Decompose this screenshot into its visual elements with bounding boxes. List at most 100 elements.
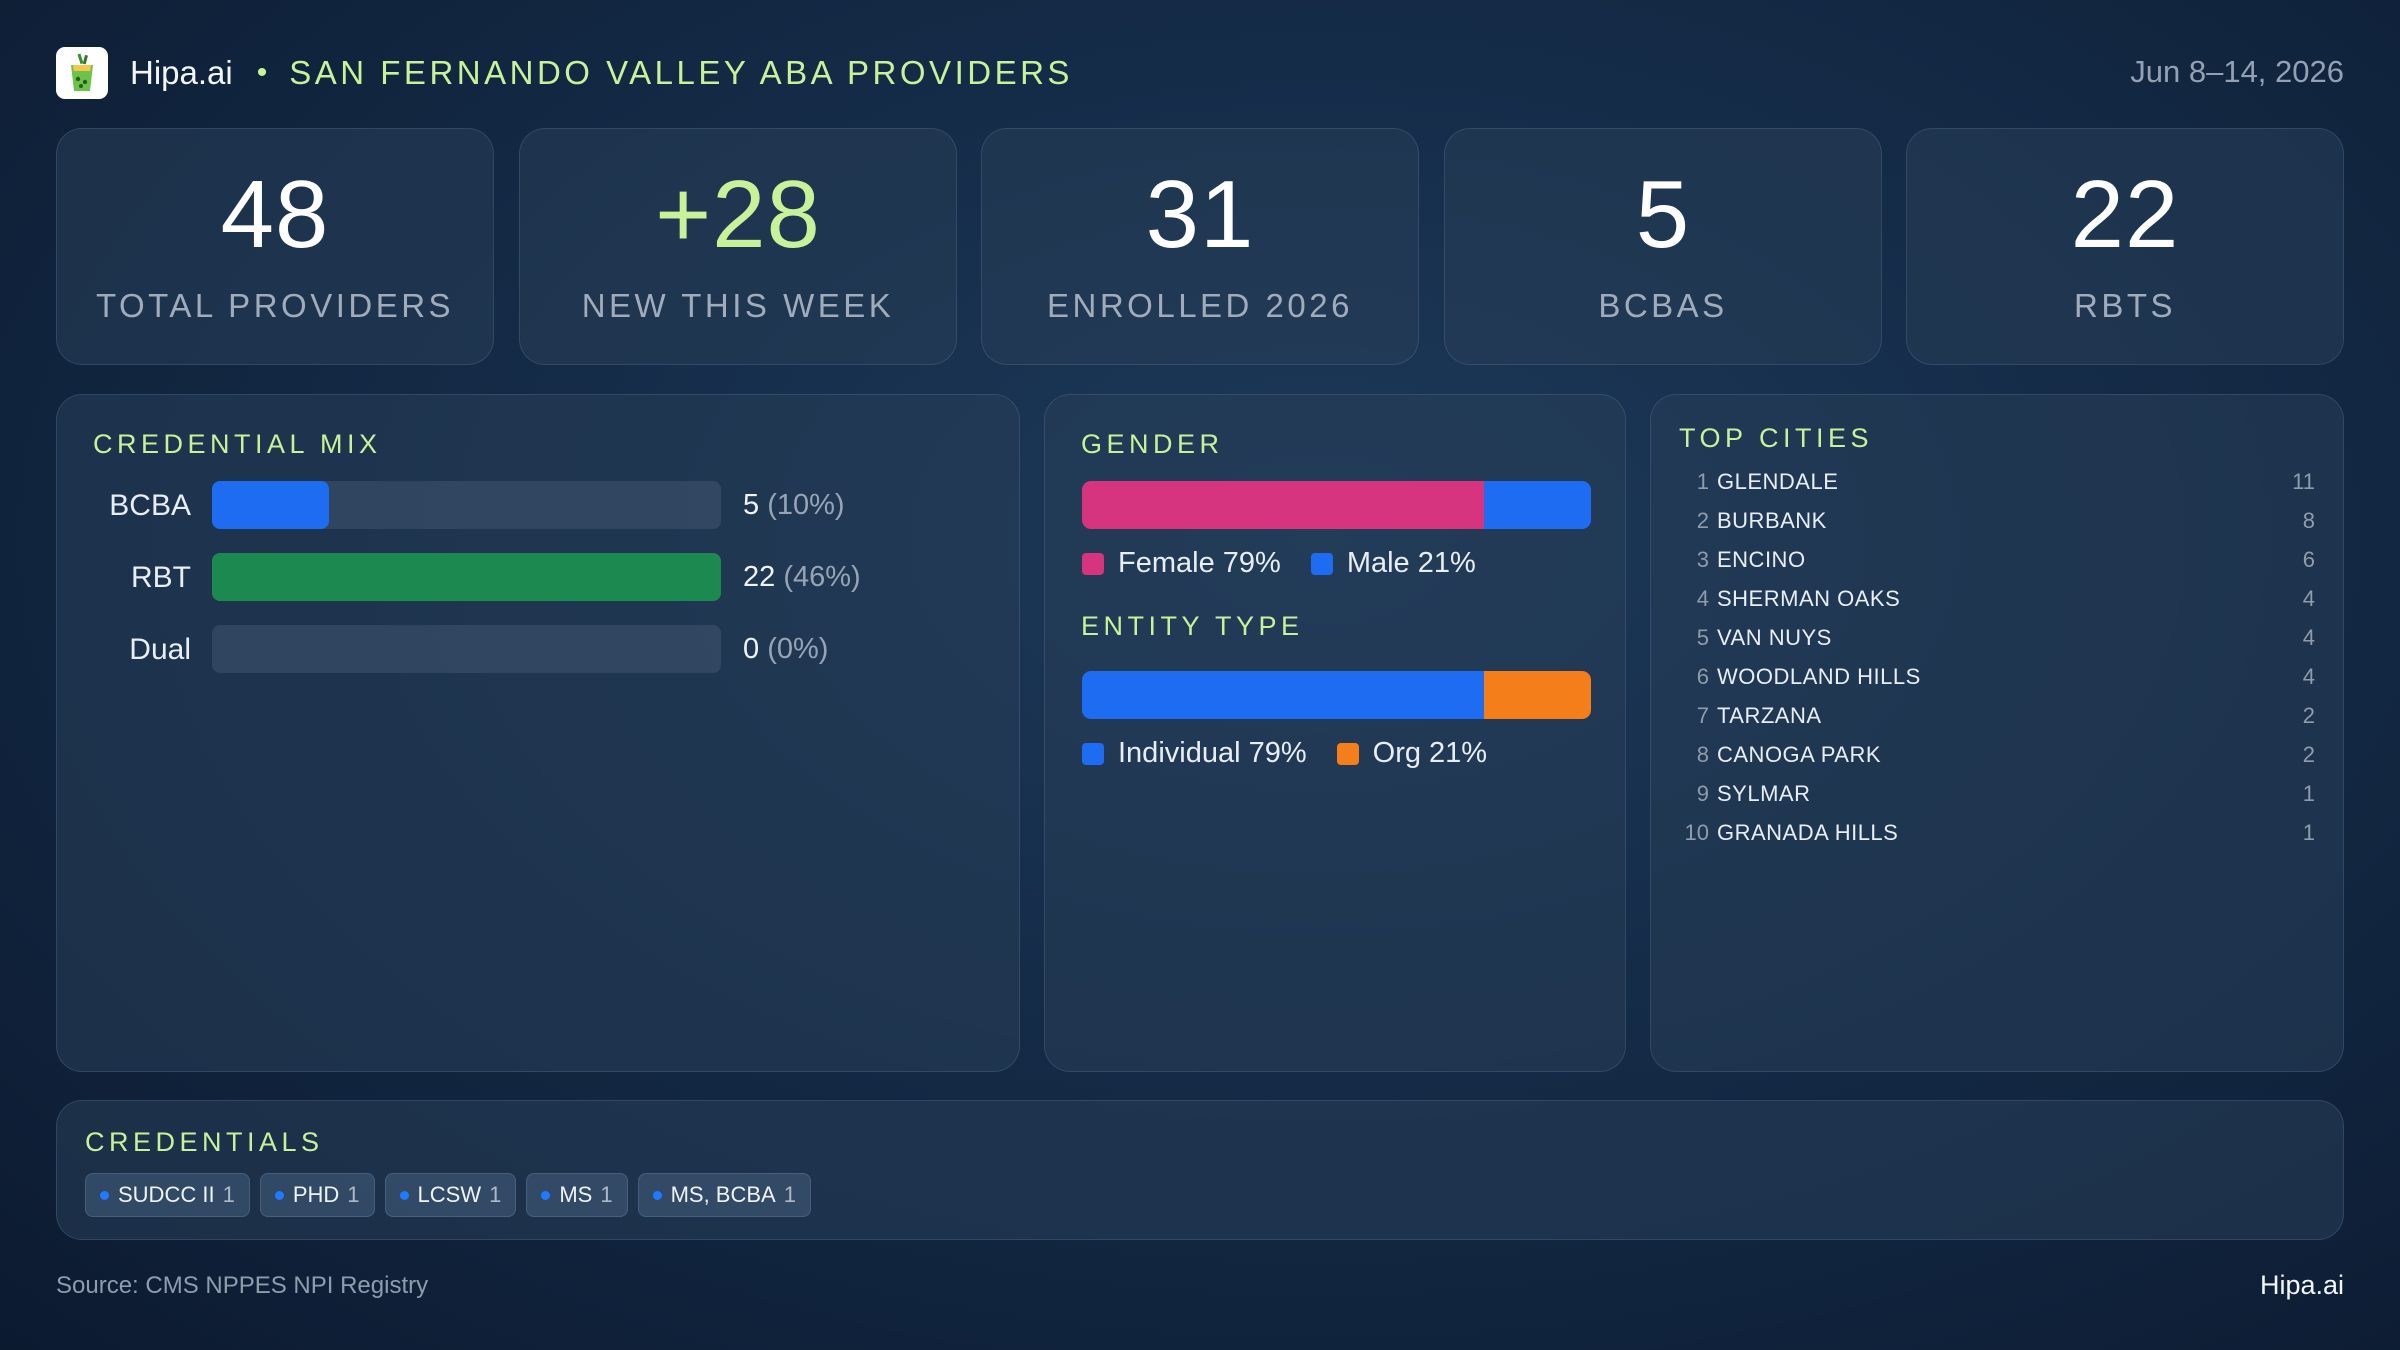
stat-value: 48: [220, 161, 330, 268]
legend-item-individual: Individual 79%: [1082, 737, 1307, 770]
chip-bullet-icon: [541, 1190, 551, 1200]
stat-label: RBTS: [2073, 287, 2176, 324]
cup-icon: [56, 47, 108, 99]
city-name: GRANADA HILLS: [1717, 820, 1899, 845]
legend-item-org: Org 21%: [1336, 737, 1488, 770]
credential-count: 5: [743, 489, 760, 521]
city-rank: 5: [1696, 625, 1709, 650]
city-count: 4: [2302, 625, 2315, 650]
city-name: ENCINO: [1717, 547, 1806, 572]
top-cities-title: TOP CITIES: [1679, 423, 1874, 453]
legend-label: Org 21%: [1372, 737, 1488, 769]
entity-type-title: ENTITY TYPE: [1081, 611, 1304, 641]
chip-bullet-icon: [399, 1190, 409, 1200]
gender-segment: [1484, 481, 1591, 529]
entity-type-segment: [1082, 671, 1485, 719]
city-rank: 2: [1696, 508, 1709, 533]
stat-card-new-this-week: +28 NEW THIS WEEK: [519, 128, 957, 365]
gender-segment: [1082, 481, 1485, 529]
city-row: 10 GRANADA HILLS 1: [1651, 820, 2343, 859]
city-row: 7 TARZANA 2: [1651, 703, 2343, 742]
credential-mix-panel: CREDENTIAL MIX BCBA 5 (10%) RBT 22 (46%)…: [56, 394, 1020, 1072]
credential-bar-track: [212, 553, 721, 601]
legend-item-female: Female 79%: [1082, 547, 1281, 580]
credential-chip[interactable]: MS, BCBA 1: [637, 1173, 811, 1217]
chip-label: SUDCC II: [118, 1182, 215, 1207]
credential-mix-title: CREDENTIAL MIX: [93, 429, 382, 459]
gender-title: GENDER: [1081, 429, 1224, 459]
credential-percent: (0%): [767, 633, 829, 665]
chip-count: 1: [489, 1182, 502, 1207]
stat-label: NEW THIS WEEK: [581, 287, 895, 324]
legend-label: Individual 79%: [1118, 737, 1307, 769]
city-count: 6: [2302, 547, 2315, 572]
chip-label: MS: [559, 1182, 593, 1207]
credential-row-rbt: RBT 22 (46%): [57, 553, 1019, 601]
entity-type-stacked-bar: [1082, 671, 1591, 719]
city-row: 6 WOODLAND HILLS 4: [1651, 664, 2343, 703]
stat-card-rbts: 22 RBTS: [1906, 128, 2344, 365]
city-count: 8: [2302, 508, 2315, 533]
credential-value: 5 (10%): [743, 489, 845, 522]
city-count: 11: [2292, 469, 2315, 494]
stat-label: TOTAL PROVIDERS: [95, 287, 455, 324]
credential-chip[interactable]: PHD 1: [259, 1173, 375, 1217]
credential-count: 22: [743, 561, 776, 593]
stat-value: 22: [2070, 161, 2180, 268]
chip-label: MS, BCBA: [670, 1182, 776, 1207]
credential-value: 22 (46%): [743, 561, 861, 594]
source-note: Source: CMS NPPES NPI Registry: [56, 1272, 429, 1299]
credential-chip[interactable]: SUDCC II 1: [85, 1173, 250, 1217]
city-row: 1 GLENDALE 11: [1651, 469, 2343, 508]
stat-card-enrolled-2026: 31 ENROLLED 2026: [981, 128, 1419, 365]
credential-row-dual: Dual 0 (0%): [57, 625, 1019, 673]
credential-chip[interactable]: MS 1: [526, 1173, 628, 1217]
credential-name: Dual: [129, 633, 191, 666]
city-rank: 10: [1684, 820, 1709, 845]
chip-count: 1: [347, 1182, 360, 1207]
credential-value: 0 (0%): [743, 633, 828, 666]
stat-card-bcbas: 5 BCBAS: [1444, 128, 1882, 365]
gender-legend: Female 79% Male 21%: [1082, 547, 1506, 580]
brand-name: Hipa.ai: [130, 54, 233, 91]
chip-count: 1: [783, 1182, 796, 1207]
chip-count: 1: [222, 1182, 235, 1207]
credentials-panel: CREDENTIALS SUDCC II 1 PHD 1 LCSW 1 MS 1 MS,…: [56, 1100, 2344, 1240]
chip-bullet-icon: [100, 1190, 109, 1200]
city-rank: 3: [1696, 547, 1709, 572]
credential-row-bcba: BCBA 5 (10%): [57, 481, 1019, 529]
credential-bar-track: [212, 481, 721, 529]
header-separator: •: [256, 56, 268, 89]
credential-bar-track: [212, 625, 721, 673]
city-name: VAN NUYS: [1717, 625, 1832, 650]
credential-percent: (46%): [783, 561, 861, 593]
entity-type-legend: Individual 79% Org 21%: [1082, 737, 1517, 770]
city-rank: 8: [1696, 742, 1709, 767]
city-rank: 1: [1696, 469, 1709, 494]
chip-bullet-icon: [274, 1190, 284, 1200]
stat-value: +28: [655, 161, 821, 268]
legend-swatch: [1082, 552, 1104, 575]
stat-value: 5: [1635, 161, 1691, 268]
top-cities-panel: TOP CITIES 1 GLENDALE 11 2 BURBANK 8 3 ENCINO 6 4…: [1650, 394, 2344, 1072]
city-row: 5 VAN NUYS 4: [1651, 625, 2343, 664]
stat-card-total-providers: 48 TOTAL PROVIDERS: [56, 128, 494, 365]
chip-count: 1: [600, 1182, 613, 1207]
header: Hipa.ai • SAN FERNANDO VALLEY ABA PROVID…: [56, 46, 1073, 100]
legend-swatch: [1336, 742, 1359, 765]
city-name: SYLMAR: [1717, 781, 1811, 806]
credential-name: RBT: [131, 561, 191, 594]
footer-brand: Hipa.ai: [2259, 1270, 2344, 1300]
stat-value: 31: [1145, 161, 1255, 268]
city-row: 4 SHERMAN OAKS 4: [1651, 586, 2343, 625]
credential-name: BCBA: [109, 489, 191, 522]
credential-chip[interactable]: LCSW 1: [384, 1173, 517, 1217]
city-row: 2 BURBANK 8: [1651, 508, 2343, 547]
city-name: CANOGA PARK: [1717, 742, 1882, 767]
stat-label: BCBAS: [1598, 287, 1728, 324]
credential-bar-fill: [212, 481, 330, 529]
city-rank: 4: [1696, 586, 1709, 611]
city-row: 9 SYLMAR 1: [1651, 781, 2343, 820]
gender-stacked-bar: [1082, 481, 1591, 529]
city-row: 8 CANOGA PARK 2: [1651, 742, 2343, 781]
